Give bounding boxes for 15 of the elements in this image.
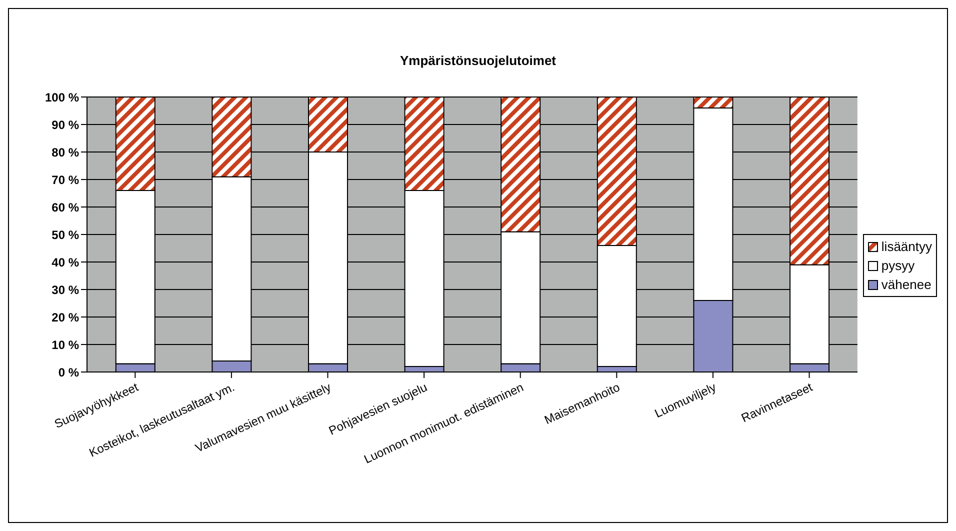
- legend-label: vähenee: [881, 276, 932, 294]
- y-tick-label: 80 %: [52, 145, 80, 160]
- chart-title: Ympäristönsuojelutoimet: [398, 53, 558, 68]
- y-tick-label: 60 %: [52, 200, 80, 214]
- legend-label: pysyy: [881, 257, 915, 275]
- y-tick-label: 30 %: [52, 282, 80, 297]
- legend-label: lisääntyy: [881, 238, 932, 256]
- y-tick-label: 70 %: [52, 172, 80, 187]
- y-tick-label: 10 %: [52, 338, 80, 352]
- y-tick-label: 90 %: [52, 118, 80, 132]
- y-tick-label: 20 %: [52, 310, 80, 324]
- y-tick-label: 100 %: [44, 90, 80, 104]
- y-tick-label: 0 %: [58, 365, 80, 380]
- y-tick-label: 50 %: [52, 228, 80, 242]
- y-tick-label: 40 %: [52, 255, 80, 270]
